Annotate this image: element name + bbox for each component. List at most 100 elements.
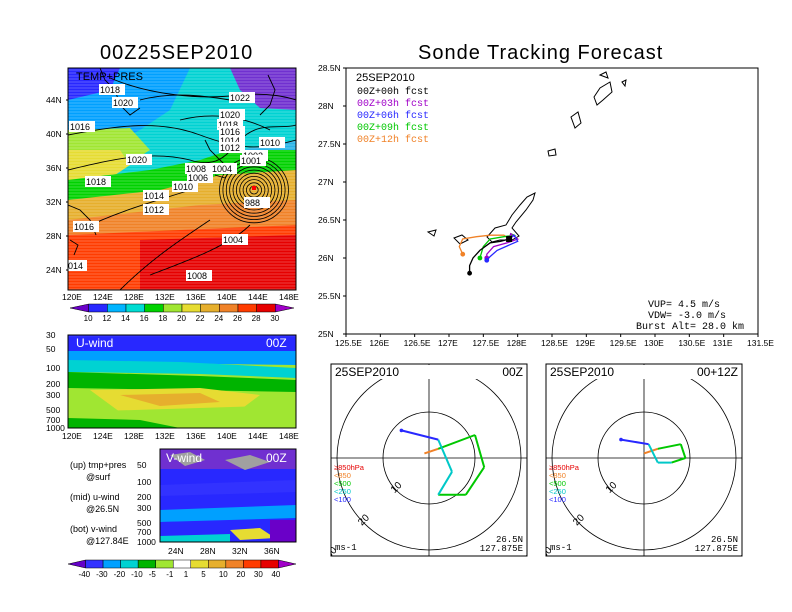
track-end-point: [484, 257, 490, 263]
isobar-label-group: 1018 1020 1016 1022 1020 1018 1016 1014 …: [68, 84, 285, 281]
track-lat-ticks: 28.5N 28N 27.5N 27N 26.5N 26N 25.5N 25N: [318, 63, 346, 339]
uwind-y-tick: 500: [46, 405, 60, 415]
lon-tick-label: 144E: [248, 292, 268, 302]
isobar-label: 1018: [218, 120, 238, 130]
colorbar-label: 12: [102, 314, 111, 323]
hodograph-lon: 127.875E: [480, 544, 523, 554]
uwind-x-tick: 132E: [155, 431, 175, 441]
isobar-label: 1004: [212, 164, 232, 174]
wind-colorbar-label: 30: [254, 570, 263, 579]
level-legend: <500: [549, 479, 566, 488]
hodograph-segment: [437, 434, 476, 450]
uwind-y-tick: 700: [46, 415, 60, 425]
wind-colorbar-swatch: [260, 559, 279, 569]
level-legend: <100: [549, 495, 566, 504]
isobar-label: 1014: [144, 191, 164, 201]
colorbar-swatch: [181, 303, 201, 313]
isobar-label: 1012: [220, 143, 240, 153]
track-lat-tick: 26N: [318, 253, 334, 263]
wind-colorbar-swatch: [208, 559, 227, 569]
burst-text: Burst Alt= 28.0 km: [636, 321, 744, 333]
wind-colorbar-label: 1: [184, 570, 189, 579]
isobar-label: 1016: [220, 127, 240, 137]
hodograph-time: 00Z: [502, 365, 523, 379]
track-series-line: [486, 234, 519, 261]
track-lon-tick: 127.5E: [472, 338, 499, 348]
hodograph-segment: [437, 439, 453, 473]
note-up-line1: (up) tmp+pres: [70, 460, 127, 470]
note-bot-line1: (bot) v-wind: [70, 524, 117, 534]
wind-colorbar-label: 20: [236, 570, 245, 579]
isobar-label: 1010: [173, 182, 193, 192]
lat-tick-label: 28N: [46, 231, 62, 241]
track-legend-09h: 00Z+09h fcst: [357, 122, 429, 134]
track-legend-12h: 00Z+12h fcst: [357, 134, 429, 146]
vwind-y-tick: 200: [137, 492, 151, 502]
uwind-x-tick: 120E: [62, 431, 82, 441]
wind-colorbar-swatch: [85, 559, 104, 569]
track-params: VUP= 4.5 m/s VDW= -3.0 m/s Burst Alt= 28…: [636, 299, 744, 333]
colorbar-label: 10: [84, 314, 93, 323]
wind-colorbar-label: -5: [149, 570, 157, 579]
lon-tick-label: 140E: [217, 292, 237, 302]
track-map-frame: [345, 67, 759, 335]
uwind-y-tick: 300: [46, 390, 60, 400]
vwind-label: V-wind: [166, 451, 202, 465]
hodograph-date: 25SEP2010: [335, 365, 399, 379]
isobar-label: 1001: [241, 156, 261, 166]
track-lat-tick: 26.5N: [318, 215, 341, 225]
track-lat-tick: 27N: [318, 177, 334, 187]
isobar-label: 1022: [230, 93, 250, 103]
uwind-x-ticks: 120E 124E 128E 132E 136E 140E 144E 148E: [62, 431, 299, 441]
track-lines: [458, 232, 520, 276]
isobar-label: 1004: [223, 235, 243, 245]
level-legend: <500: [334, 479, 351, 488]
track-series-line: [468, 238, 510, 274]
wind-colorbar-swatch: [155, 559, 174, 569]
legend-notes: (up) tmp+pres @surf (mid) u-wind @26.5N …: [70, 460, 129, 546]
level-legend: ≥850hPa: [334, 463, 365, 472]
uwind-label: U-wind: [76, 336, 113, 350]
lon-tick-label: 120E: [62, 292, 82, 302]
uwind-y-tick: 30: [46, 330, 56, 340]
lat-tick-label: 44N: [46, 95, 62, 105]
hodograph-segment: [679, 443, 687, 459]
hodograph-units: ms-1: [550, 543, 572, 553]
colorbar-label: 16: [140, 314, 149, 323]
ring-label: 30: [539, 545, 555, 561]
track-lon-tick: 130E: [644, 338, 664, 348]
hodograph-end: [399, 428, 404, 433]
temperature-colorbar: 10 12 14 16 18 20 22 24 26 28 30: [69, 303, 295, 323]
vdw-text: VDW= -3.0 m/s: [648, 310, 726, 322]
track-legend: 25SEP2010 00Z+00h fcst 00Z+03h fcst 00Z+…: [356, 72, 429, 146]
isobar-label: 1008: [187, 271, 207, 281]
track-lat-tick: 25N: [318, 329, 334, 339]
isobar-label: 1016: [74, 222, 94, 232]
vwind-x-tick: 32N: [232, 546, 248, 556]
wind-colorbar-swatch: [67, 559, 86, 569]
hodograph-segment: [643, 447, 659, 455]
ring-label: 40: [291, 577, 307, 593]
vwind-x-tick: 24N: [168, 546, 184, 556]
ring-label: 40: [506, 577, 522, 593]
lon-tick-label: 148E: [279, 292, 299, 302]
hodograph-segment: [437, 471, 453, 496]
wind-colorbar-swatch: [120, 559, 139, 569]
lat-tick-label: 32N: [46, 197, 62, 207]
hodograph-segment: [620, 438, 649, 446]
temperature-map: 1018 1020 1016 1022 1020 1018 1016 1014 …: [68, 68, 296, 290]
uwind-x-tick: 136E: [186, 431, 206, 441]
colorbar-swatch: [256, 303, 276, 313]
hodograph-segment: [474, 434, 486, 468]
hodograph-segment: [647, 443, 659, 464]
track-legend-00h: 00Z+00h fcst: [357, 86, 429, 98]
track-end-point: [460, 251, 466, 257]
uwind-y-tick: 50: [46, 344, 56, 354]
low-center-marker: [252, 186, 256, 190]
vwind-y-tick: 1000: [137, 537, 156, 547]
hodograph-end: [619, 437, 623, 442]
track-lon-tick: 125.5E: [335, 338, 362, 348]
uwind-x-tick: 140E: [217, 431, 237, 441]
